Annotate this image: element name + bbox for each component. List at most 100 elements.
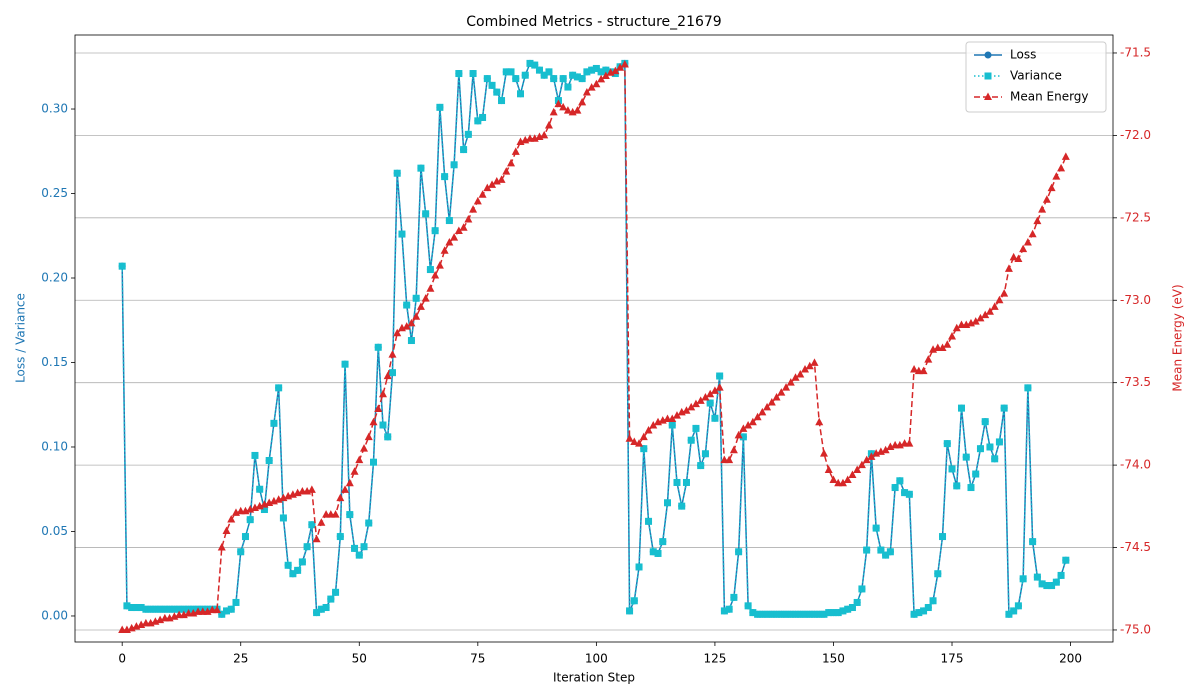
data-point (696, 396, 705, 404)
data-point (863, 546, 871, 554)
data-point (507, 158, 516, 167)
data-point (654, 549, 662, 557)
data-point (976, 445, 984, 453)
data-point (687, 402, 696, 411)
data-point (710, 386, 719, 394)
data-point (810, 358, 819, 366)
data-point (511, 147, 520, 155)
data-point (540, 71, 548, 79)
data-point (1029, 538, 1037, 546)
data-point (587, 83, 596, 91)
data-point (483, 75, 491, 83)
data-point (222, 526, 231, 535)
data-point (952, 323, 961, 332)
data-point (441, 173, 449, 181)
data-point (483, 183, 492, 192)
data-point (592, 79, 601, 88)
chart-title: Combined Metrics - structure_21679 (466, 14, 721, 30)
data-point (294, 566, 302, 574)
data-point (445, 217, 453, 225)
data-point (839, 607, 847, 615)
data-point (1033, 216, 1042, 225)
data-point (673, 478, 681, 486)
data-point (336, 493, 345, 502)
data-point (967, 484, 975, 492)
data-point (1014, 602, 1022, 610)
data-point (763, 610, 771, 618)
data-point (436, 103, 444, 111)
data-point (829, 475, 838, 483)
data-point (701, 393, 710, 401)
data-point (739, 424, 748, 432)
y-tick-label: 0.20 (41, 271, 68, 285)
data-point (298, 558, 306, 566)
data-point (735, 548, 743, 556)
data-point (573, 106, 582, 114)
data-point (915, 609, 923, 617)
data-point (517, 90, 525, 98)
data-point (336, 533, 344, 541)
data-point (920, 607, 928, 615)
data-point (1062, 556, 1070, 564)
data-point (891, 484, 899, 492)
data-point (896, 477, 904, 485)
data-point (649, 548, 657, 556)
data-point (801, 364, 810, 373)
data-point (431, 227, 439, 235)
y2-axis-label: Mean Energy (eV) (1171, 284, 1185, 391)
data-point (792, 610, 800, 618)
legend-marker (984, 51, 992, 59)
data-point (882, 551, 890, 559)
data-point (706, 399, 714, 407)
data-point (644, 425, 653, 434)
data-point (744, 421, 753, 429)
data-point (990, 302, 999, 310)
data-point (535, 66, 543, 74)
data-point (687, 436, 695, 444)
data-point (365, 519, 373, 527)
y2-tick-label: -71.5 (1120, 45, 1151, 59)
data-point (754, 610, 762, 618)
data-point (748, 417, 757, 426)
data-point (450, 161, 458, 169)
data-point (118, 262, 126, 270)
data-point (421, 294, 430, 302)
data-point (592, 64, 600, 72)
data-point (749, 609, 757, 617)
data-point (663, 499, 671, 507)
data-point (213, 605, 222, 614)
data-point (346, 511, 354, 519)
data-point (753, 412, 762, 421)
x-tick-label: 100 (585, 652, 608, 666)
data-point (620, 60, 629, 68)
data-point (929, 597, 937, 605)
data-point (374, 404, 383, 413)
data-point (279, 514, 287, 522)
data-point (682, 406, 691, 414)
data-point (730, 593, 738, 601)
data-point (848, 604, 856, 612)
data-point (758, 407, 767, 416)
data-point (512, 75, 520, 83)
data-point (682, 478, 690, 486)
data-point (563, 106, 572, 114)
x-tick-label: 50 (352, 652, 367, 666)
data-point (1057, 163, 1066, 172)
data-point (626, 607, 634, 615)
data-point (815, 610, 823, 618)
data-point (317, 605, 325, 613)
data-point (431, 271, 440, 279)
data-point (260, 506, 268, 514)
data-point (332, 588, 340, 596)
data-point (412, 312, 421, 320)
data-point (971, 317, 980, 325)
data-point (758, 610, 766, 618)
data-point (497, 175, 506, 183)
x-tick-label: 125 (703, 652, 726, 666)
data-point (1023, 238, 1032, 246)
data-point (422, 210, 430, 218)
data-point (331, 510, 340, 518)
data-point (1019, 575, 1027, 583)
